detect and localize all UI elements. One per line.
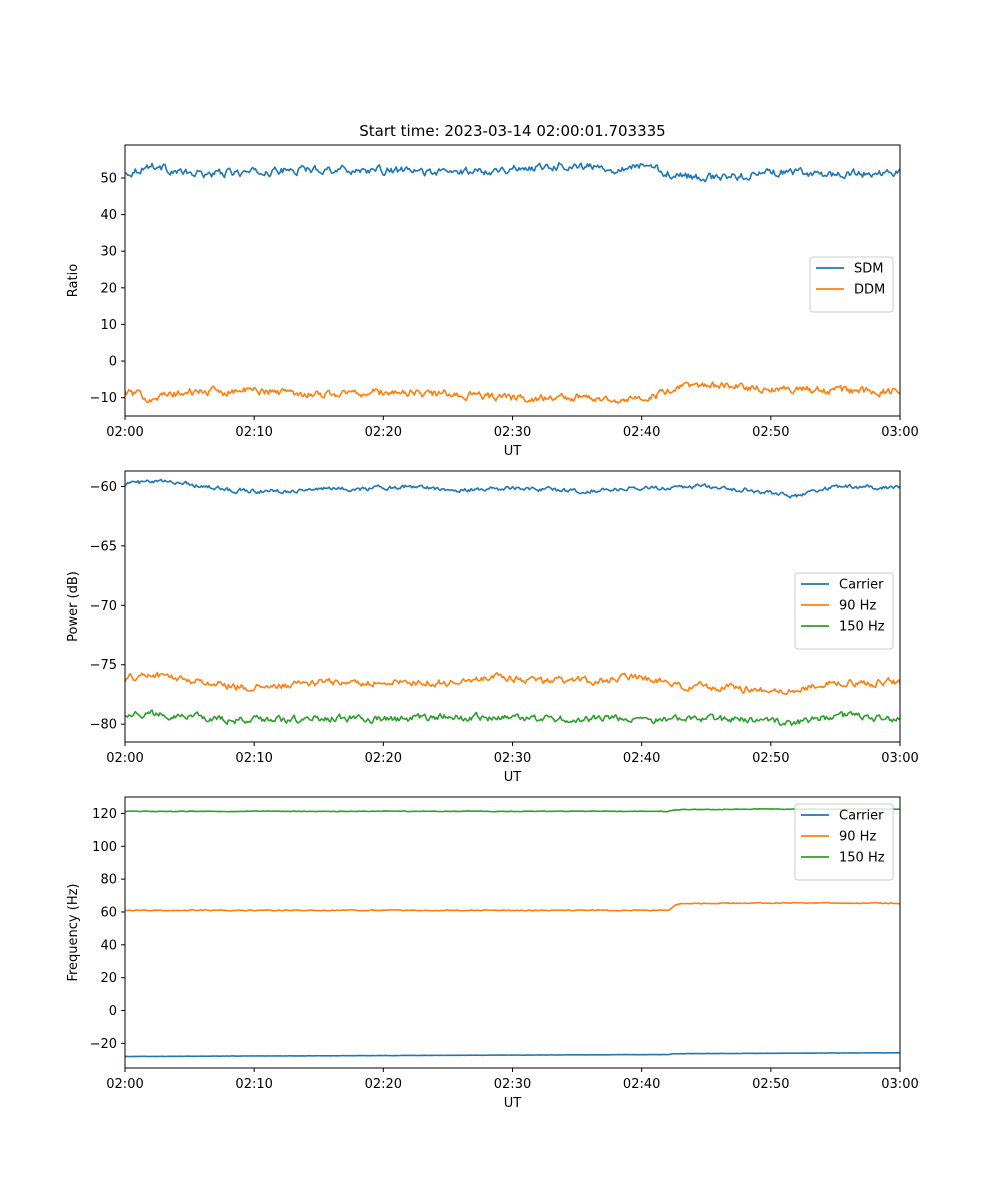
- series-line-150-hz: [124, 807, 901, 813]
- x-axis-label: UT: [504, 444, 522, 459]
- y-tick-label: 60: [100, 905, 117, 920]
- y-tick-label: 10: [100, 318, 117, 333]
- x-tick-label: 02:30: [494, 751, 531, 766]
- series-line-carrier: [124, 478, 901, 499]
- x-tick-label: 03:00: [881, 751, 918, 766]
- legend-box: [794, 572, 894, 650]
- x-tick-label: 02:50: [752, 751, 789, 766]
- x-tick-label: 02:10: [235, 425, 272, 440]
- x-tick-label: 02:00: [106, 425, 143, 440]
- x-tick-label: 02:00: [106, 751, 143, 766]
- y-axis-label: Frequency (Hz): [66, 883, 81, 981]
- y-tick-label: 30: [100, 245, 117, 260]
- y-tick-label: 80: [100, 873, 117, 888]
- y-tick-label: −20: [90, 1037, 117, 1052]
- legend-label: 90 Hz: [839, 830, 876, 845]
- y-tick-label: −10: [90, 391, 117, 406]
- x-tick-label: 03:00: [881, 1077, 918, 1092]
- legend-label: DDM: [854, 283, 885, 298]
- legend-label: Carrier: [839, 578, 884, 593]
- x-axis-label: UT: [504, 770, 522, 785]
- legend-label: 150 Hz: [839, 851, 885, 866]
- x-tick-label: 02:20: [365, 425, 402, 440]
- y-tick-label: 20: [100, 281, 117, 296]
- x-tick-label: 02:30: [494, 1077, 531, 1092]
- x-tick-label: 02:50: [752, 1077, 789, 1092]
- legend-label: SDM: [854, 262, 883, 277]
- x-tick-label: 02:40: [623, 1077, 660, 1092]
- series-line-150-hz: [124, 709, 901, 727]
- x-tick-label: 02:20: [365, 751, 402, 766]
- series-line-90-hz: [124, 901, 901, 912]
- x-tick-label: 02:30: [494, 425, 531, 440]
- legend-box: [794, 803, 894, 881]
- legend: SDM DDM: [809, 256, 894, 313]
- y-tick-label: 40: [100, 938, 117, 953]
- legend: Carrier 90 Hz 150 Hz: [794, 572, 894, 650]
- series-line-carrier: [124, 1051, 901, 1058]
- subplot-1: 02:00 02:10 02:20 02:30 02:40 02:50 03:00 −10 0 1…: [66, 144, 919, 459]
- x-tick-label: 02:00: [106, 1077, 143, 1092]
- y-tick-label: −80: [90, 718, 117, 733]
- x-axis-label: UT: [504, 1096, 522, 1111]
- series-line-sdm: [124, 162, 901, 183]
- y-tick-label: 100: [92, 840, 117, 855]
- y-tick-label: −65: [90, 539, 117, 554]
- legend-label: 90 Hz: [839, 599, 876, 614]
- y-tick-label: 20: [100, 971, 117, 986]
- x-tick-label: 02:10: [235, 751, 272, 766]
- plots: 02:00 02:10 02:20 02:30 02:40 02:50 03:00 −10 0 1…: [66, 144, 919, 1111]
- series-line-ddm: [124, 381, 901, 404]
- legend: Carrier 90 Hz 150 Hz: [794, 803, 894, 881]
- x-tick-label: 03:00: [881, 425, 918, 440]
- subplot-2: 02:00 02:10 02:20 02:30 02:40 02:50 03:00 −80 −7…: [66, 470, 919, 785]
- y-tick-label: −70: [90, 599, 117, 614]
- x-tick-label: 02:10: [235, 1077, 272, 1092]
- subplot-3: 02:00 02:10 02:20 02:30 02:40 02:50 03:00 −20 0 2…: [66, 796, 919, 1111]
- y-axis-label: Ratio: [66, 264, 81, 297]
- y-axis-label: Power (dB): [66, 571, 81, 642]
- figure-title: Start time: 2023-03-14 02:00:01.703335: [359, 122, 665, 140]
- x-tick-label: 02:40: [623, 751, 660, 766]
- y-tick-label: 40: [100, 208, 117, 223]
- y-tick-label: 50: [100, 171, 117, 186]
- x-tick-label: 02:50: [752, 425, 789, 440]
- legend-label: 150 Hz: [839, 620, 885, 635]
- y-tick-label: 0: [109, 1004, 117, 1019]
- x-tick-label: 02:20: [365, 1077, 402, 1092]
- legend-label: Carrier: [839, 809, 884, 824]
- y-tick-label: 0: [109, 355, 117, 370]
- y-tick-label: 120: [92, 807, 117, 822]
- x-tick-label: 02:40: [623, 425, 660, 440]
- series-line-90-hz: [124, 671, 901, 696]
- y-tick-label: −60: [90, 480, 117, 495]
- y-tick-label: −75: [90, 658, 117, 673]
- legend-box: [809, 256, 894, 313]
